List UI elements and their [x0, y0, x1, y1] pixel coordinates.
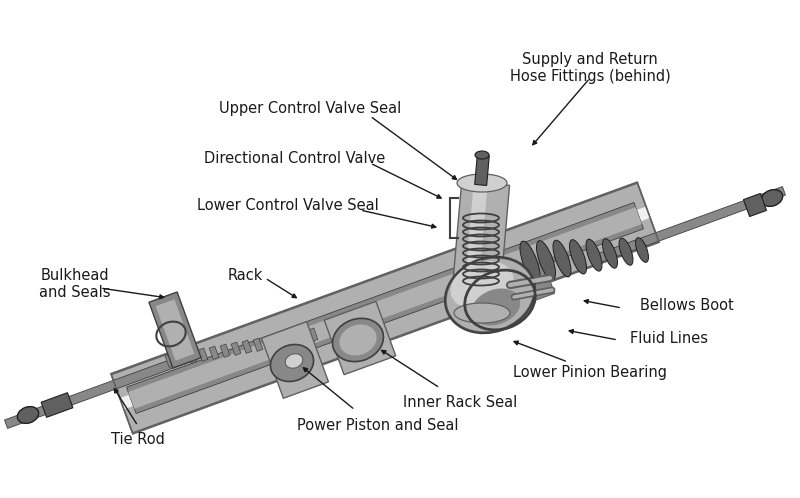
Text: Lower Pinion Bearing: Lower Pinion Bearing	[513, 365, 667, 380]
Bar	[462, 183, 488, 313]
FancyBboxPatch shape	[165, 354, 175, 368]
Bar	[474, 154, 490, 185]
Bar	[128, 207, 642, 409]
FancyBboxPatch shape	[220, 344, 230, 358]
Bar	[743, 193, 766, 217]
Ellipse shape	[454, 303, 510, 323]
Bar	[126, 203, 643, 413]
Ellipse shape	[553, 240, 571, 277]
FancyBboxPatch shape	[242, 340, 252, 354]
Bar	[120, 207, 650, 409]
Ellipse shape	[339, 325, 377, 356]
Bar	[450, 181, 510, 315]
Ellipse shape	[286, 354, 302, 368]
Ellipse shape	[475, 151, 489, 159]
Ellipse shape	[270, 345, 314, 381]
Bar	[111, 182, 659, 434]
Text: Directional Control Valve: Directional Control Valve	[204, 150, 386, 165]
FancyBboxPatch shape	[209, 346, 219, 360]
Ellipse shape	[762, 190, 782, 206]
Ellipse shape	[446, 258, 534, 332]
Bar	[262, 322, 329, 398]
Ellipse shape	[586, 239, 602, 271]
Bar	[111, 183, 658, 433]
Bar	[149, 292, 201, 368]
FancyBboxPatch shape	[275, 334, 285, 348]
Ellipse shape	[570, 240, 586, 274]
Bar	[324, 301, 396, 374]
Ellipse shape	[635, 238, 649, 262]
Ellipse shape	[619, 238, 633, 265]
FancyBboxPatch shape	[231, 342, 241, 356]
Ellipse shape	[18, 406, 38, 423]
Text: Lower Control Valve Seal: Lower Control Valve Seal	[197, 198, 379, 213]
Ellipse shape	[602, 239, 618, 268]
FancyBboxPatch shape	[286, 332, 296, 346]
FancyBboxPatch shape	[308, 328, 318, 342]
Bar	[156, 299, 194, 361]
FancyBboxPatch shape	[264, 336, 274, 350]
Ellipse shape	[333, 318, 383, 362]
Ellipse shape	[472, 288, 520, 326]
Ellipse shape	[450, 261, 514, 309]
Bar	[594, 187, 786, 263]
FancyBboxPatch shape	[187, 350, 197, 364]
Ellipse shape	[457, 174, 507, 192]
Bar	[522, 254, 554, 300]
Ellipse shape	[537, 241, 555, 280]
FancyBboxPatch shape	[253, 338, 263, 352]
FancyBboxPatch shape	[198, 348, 208, 362]
Bar	[41, 393, 73, 417]
Text: Tie Rod: Tie Rod	[111, 432, 165, 447]
Text: Inner Rack Seal: Inner Rack Seal	[403, 395, 517, 410]
Text: Power Piston and Seal: Power Piston and Seal	[298, 418, 458, 433]
FancyBboxPatch shape	[297, 330, 307, 344]
Text: Supply and Return
Hose Fittings (behind): Supply and Return Hose Fittings (behind)	[510, 52, 670, 84]
Text: Bellows Boot: Bellows Boot	[640, 297, 734, 313]
FancyBboxPatch shape	[176, 352, 186, 366]
Text: Upper Control Valve Seal: Upper Control Valve Seal	[219, 101, 401, 116]
Text: Rack: Rack	[227, 268, 262, 283]
Bar	[5, 352, 195, 428]
Text: Fluid Lines: Fluid Lines	[630, 331, 708, 346]
Ellipse shape	[520, 241, 540, 283]
Text: Bulkhead
and Seals: Bulkhead and Seals	[39, 268, 110, 300]
